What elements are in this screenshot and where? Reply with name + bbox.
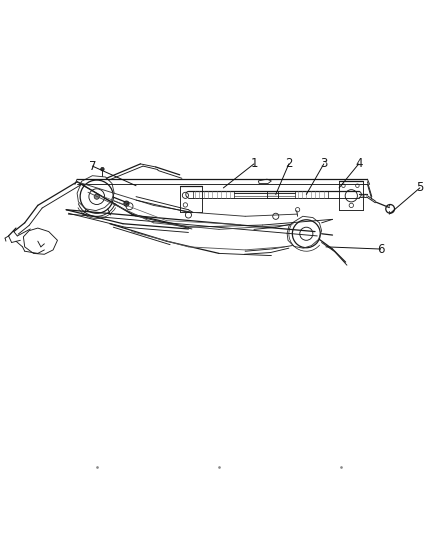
Circle shape: [94, 194, 99, 199]
Text: 6: 6: [377, 243, 384, 255]
Circle shape: [124, 201, 129, 206]
Text: 2: 2: [285, 157, 293, 171]
Text: 7: 7: [88, 159, 96, 173]
Text: 3: 3: [320, 157, 328, 171]
Text: 4: 4: [355, 157, 363, 171]
Text: 1: 1: [250, 157, 258, 171]
Circle shape: [101, 167, 104, 171]
Text: 5: 5: [416, 181, 424, 195]
